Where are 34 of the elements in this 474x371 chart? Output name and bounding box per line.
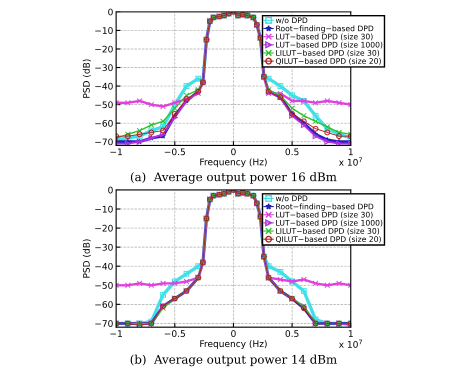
x-tick-label: −0.5	[164, 148, 185, 156]
x-tick-label: 1	[348, 148, 353, 156]
x-tick-label: −1	[110, 148, 122, 156]
x-tick-label: 0.5	[286, 148, 298, 156]
text: (b) Average output power 14 dBm	[130, 354, 337, 366]
text: x 10$^{7}$	[338, 158, 362, 166]
y-tick-label: −20	[95, 46, 113, 53]
y-tick-label: −50	[95, 101, 113, 108]
y-tick-label: −40	[95, 82, 113, 90]
y-tick-label: −60	[95, 120, 113, 127]
text: x 10$^{7}$	[338, 340, 362, 348]
y-tick-label: −30	[95, 64, 113, 72]
y-tick-label: −10	[95, 206, 113, 213]
x-tick-label: 0.5	[286, 330, 298, 337]
x-tick-label: 0	[231, 330, 236, 337]
y-tick-label: 0	[108, 186, 113, 194]
x-tick-label: −0.5	[164, 330, 185, 337]
y-tick-label: −30	[95, 244, 113, 251]
x-axis-title: Frequency (Hz)	[200, 158, 267, 168]
text: (a) Average output power 16 dBm	[130, 172, 337, 184]
y-tick-label: −10	[95, 27, 113, 34]
x-tick-label: −1	[110, 330, 122, 337]
y-axis-title: PSD (dB)	[82, 239, 91, 278]
x-axis-title: Frequency (Hz)	[200, 340, 267, 349]
y-axis-title: PSD (dB)	[82, 59, 91, 98]
x-tick-label: 1	[348, 330, 353, 337]
x-tick-label: 0	[231, 148, 236, 156]
y-tick-label: −60	[95, 301, 113, 308]
y-tick-label: −20	[95, 224, 113, 232]
y-tick-label: −70	[95, 320, 113, 327]
y-tick-label: 0	[108, 8, 113, 16]
y-tick-label: −50	[95, 282, 113, 289]
y-tick-label: −40	[95, 262, 113, 270]
y-tick-label: −70	[95, 138, 113, 146]
